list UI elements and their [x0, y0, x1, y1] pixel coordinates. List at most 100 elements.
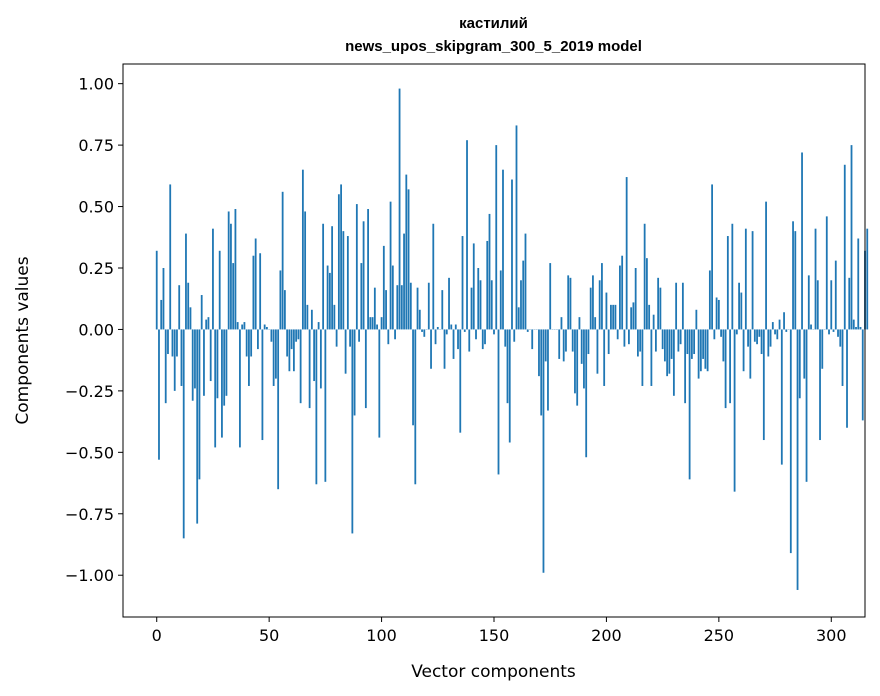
bar-94	[367, 209, 369, 330]
bar-278	[780, 329, 783, 465]
bar-133	[454, 324, 457, 330]
bar-82	[340, 184, 342, 330]
bar-282	[789, 329, 792, 554]
bar-216	[641, 329, 644, 386]
bar-79	[333, 304, 336, 330]
y-axis: 1.00 0.75 0.50 0.25 0.00 −0.25 −0.50 −0.75 −1.00	[65, 75, 123, 585]
bar-202	[610, 304, 612, 330]
bar-53	[275, 329, 277, 379]
bar-205	[616, 329, 619, 340]
bar-113	[409, 282, 412, 330]
bar-211	[630, 307, 633, 330]
bar-212	[632, 302, 635, 330]
bar-83	[342, 231, 345, 330]
bar-41	[248, 329, 250, 386]
bar-262	[744, 228, 747, 330]
x-tick-label: 300	[816, 626, 847, 645]
bar-170	[538, 329, 540, 377]
bar-24	[209, 329, 212, 382]
y-tick-label: 0.75	[78, 136, 114, 155]
bar-302	[834, 260, 837, 330]
bar-271	[765, 201, 767, 330]
bar-147	[486, 240, 489, 330]
bar-127	[441, 290, 444, 330]
bar-51	[270, 329, 273, 342]
bar-6	[169, 184, 172, 330]
bar-285	[796, 329, 799, 590]
x-tick-label: 250	[704, 626, 735, 645]
bar-155	[504, 329, 507, 347]
bar-227	[666, 329, 669, 377]
bar-16	[191, 329, 194, 401]
bar-241	[697, 329, 700, 379]
bar-87	[351, 329, 354, 534]
bar-305	[841, 329, 844, 386]
bar-209	[625, 177, 628, 330]
bar-145	[481, 329, 484, 350]
bar-248	[713, 329, 716, 340]
bar-14	[187, 282, 190, 330]
bar-32	[227, 211, 230, 330]
x-tick-label: 100	[366, 626, 397, 645]
bar-142	[475, 329, 477, 340]
bar-150	[493, 329, 495, 335]
bar-129	[445, 329, 448, 335]
bar-215	[639, 329, 642, 352]
bar-97	[373, 287, 376, 330]
bar-240	[695, 309, 698, 330]
bar-207	[621, 255, 624, 330]
x-axis: 0 50 100 150 200 250 300	[152, 617, 847, 645]
bar-12	[182, 329, 185, 539]
bar-239	[693, 329, 696, 355]
bar-104	[389, 201, 392, 330]
bar-67	[306, 304, 309, 330]
bar-110	[403, 233, 405, 330]
bar-296	[821, 329, 824, 369]
bar-69	[310, 309, 313, 330]
bar-273	[769, 329, 772, 347]
bar-270	[762, 329, 765, 441]
bar-235	[684, 329, 687, 404]
bar-55	[279, 270, 282, 330]
bar-0	[155, 250, 158, 330]
bar-306	[843, 164, 846, 330]
bar-293	[814, 228, 817, 330]
bar-254	[726, 236, 729, 330]
bar-316	[866, 228, 869, 330]
bar-64	[299, 329, 302, 404]
bar-102	[385, 290, 387, 330]
bar-201	[607, 329, 610, 355]
bar-186	[574, 329, 576, 394]
bar-25	[212, 228, 214, 330]
bar-15	[189, 307, 192, 330]
bar-43	[252, 255, 255, 330]
bar-90	[358, 329, 360, 342]
bar-35	[234, 209, 237, 330]
x-axis-label: Vector components	[411, 662, 576, 682]
y-tick-label: 0.00	[78, 320, 114, 339]
bar-54	[277, 329, 280, 490]
bar-152	[497, 329, 500, 475]
bar-65	[301, 169, 304, 330]
bar-237	[688, 329, 691, 480]
bar-138	[466, 140, 468, 330]
bar-27	[216, 329, 219, 399]
bar-109	[400, 285, 403, 330]
bar-9	[176, 329, 178, 357]
bar-310	[852, 319, 855, 330]
bar-198	[601, 263, 603, 330]
bar-295	[819, 329, 821, 441]
bar-19	[198, 329, 201, 480]
bar-72	[317, 322, 320, 330]
bar-195	[594, 317, 597, 330]
bar-105	[391, 265, 394, 330]
bar-249	[715, 297, 718, 330]
bar-1	[158, 329, 160, 460]
y-tick-label: −0.50	[65, 443, 114, 462]
bar-311	[855, 326, 857, 330]
bar-232	[677, 329, 680, 352]
bar-80	[335, 329, 338, 347]
bar-10	[178, 285, 181, 330]
bar-156	[506, 329, 509, 404]
